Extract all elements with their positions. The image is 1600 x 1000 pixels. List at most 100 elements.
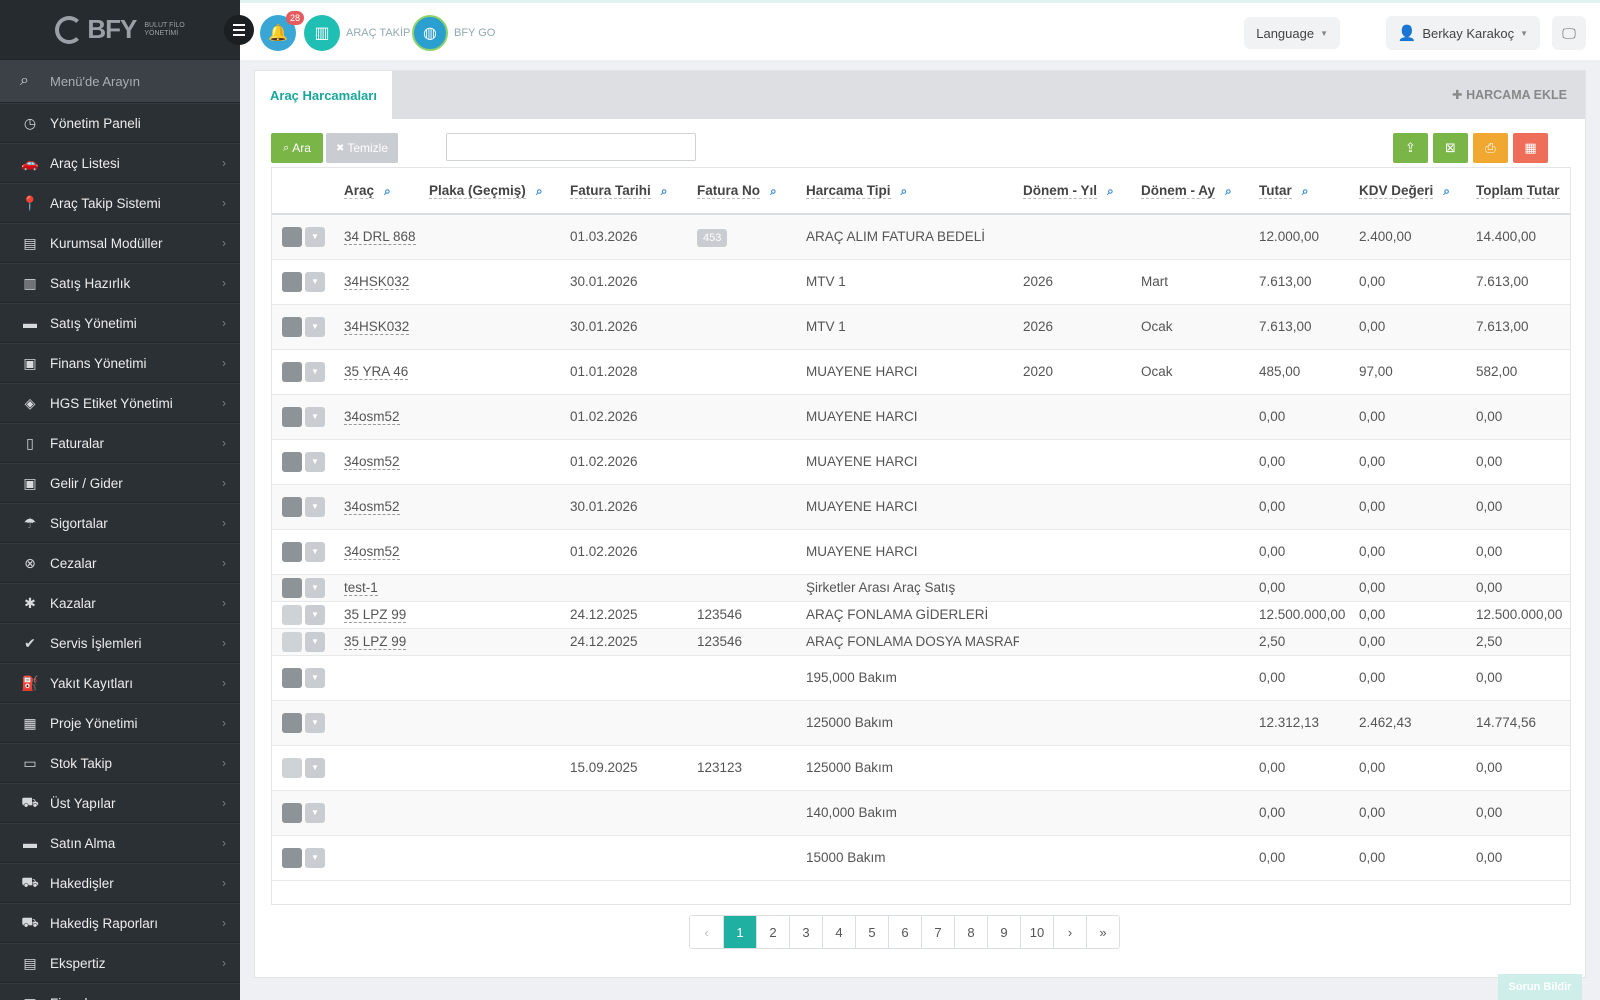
page-button[interactable]: 1 (723, 916, 756, 948)
sidebar-item-7[interactable]: ◈ HGS Etiket Yönetimi › (0, 383, 240, 423)
column-search-icon[interactable]: ⌕ (535, 183, 543, 198)
table-row[interactable]: ▼ test-1 Şirketler Arası Araç Satış 0,00 0,0… (272, 574, 1570, 602)
row-checkbox[interactable] (282, 847, 302, 868)
sidebar-item-16[interactable]: ▭ Stok Takip › (0, 743, 240, 783)
sidebar-item-8[interactable]: ▯ Faturalar › (0, 423, 240, 463)
sidebar-item-10[interactable]: ☂ Sigortalar › (0, 503, 240, 543)
vehicle-link[interactable]: 35 LPZ 99 (344, 634, 407, 650)
row-checkbox[interactable] (282, 316, 302, 337)
row-checkbox[interactable] (282, 226, 302, 247)
column-header[interactable]: Harcama Tipi ⌕ (802, 168, 1019, 215)
column-search-icon[interactable]: ⌕ (1107, 183, 1114, 198)
page-button[interactable]: 2 (756, 916, 789, 948)
column-search-icon[interactable]: ⌕ (660, 183, 668, 198)
table-row[interactable]: ▼ 34osm52 01.02.2026 MUAYENE HARCI 0,00 0,00 0… (272, 394, 1570, 440)
bfy-go-button[interactable]: ◍ (412, 15, 448, 51)
table-row[interactable]: ▼ 15.09.2025 123123 125000 Bakım 0,00 0,00 0,0… (272, 745, 1570, 791)
row-actions-dropdown[interactable]: ▼ (305, 406, 325, 427)
sidebar-item-14[interactable]: ⛽ Yakıt Kayıtları › (0, 663, 240, 703)
sidebar-item-18[interactable]: ▬ Satın Alma › (0, 823, 240, 863)
row-actions-dropdown[interactable]: ▼ (305, 667, 325, 688)
row-checkbox[interactable] (282, 577, 302, 598)
row-actions-dropdown[interactable]: ▼ (305, 451, 325, 472)
vehicle-link[interactable]: 34HSK032 (344, 319, 410, 335)
column-header[interactable]: Dönem - Yıl ⌕ (1019, 168, 1137, 215)
row-checkbox[interactable] (282, 271, 302, 292)
logo[interactable]: BFY BULUT FİLO YÖNETİMİ (0, 0, 240, 60)
columns-button[interactable]: ▦ (1513, 133, 1548, 163)
column-search-icon[interactable]: ⌕ (770, 183, 777, 198)
table-row[interactable]: ▼ 140,000 Bakım 0,00 0,00 0,00 (272, 790, 1570, 836)
row-checkbox[interactable] (282, 712, 302, 733)
page-button[interactable]: 7 (921, 916, 954, 948)
sidebar-item-3[interactable]: ▤ Kurumsal Modüller › (0, 223, 240, 263)
vehicle-link[interactable]: 35 YRA 46 (344, 364, 409, 380)
table-row[interactable]: ▼ 34osm52 30.01.2026 MUAYENE HARCI 0,00 0,00 0… (272, 484, 1570, 530)
sidebar-item-20[interactable]: ⛟ Hakediş Raporları › (0, 903, 240, 943)
report-issue-button[interactable]: Sorun Bildir (1498, 974, 1582, 1000)
page-prev-button[interactable]: ‹ (690, 916, 723, 948)
vehicle-link[interactable]: 34 DRL 868 (344, 229, 416, 246)
column-search-icon[interactable]: ⌕ (1301, 183, 1309, 198)
sidebar-item-5[interactable]: ▬ Satış Yönetimi › (0, 303, 240, 343)
user-menu[interactable]: 👤 Berkay Karakoç ▼ (1385, 16, 1540, 50)
row-actions-dropdown[interactable]: ▼ (305, 712, 325, 733)
table-row[interactable]: ▼ 35 YRA 46 01.01.2028 MUAYENE HARCI 2020 Oca… (272, 349, 1570, 395)
row-checkbox[interactable] (282, 451, 302, 472)
sidebar-item-22[interactable]: ▦ Firmalar › (0, 983, 240, 1000)
sidebar-item-0[interactable]: ◷ Yönetim Paneli (0, 103, 240, 143)
sidebar-item-17[interactable]: ⛟ Üst Yapılar › (0, 783, 240, 823)
sidebar-item-12[interactable]: ✱ Kazalar › (0, 583, 240, 623)
table-row[interactable]: ▼ 34HSK032 30.01.2026 MTV 1 2026 Ocak 7.613,00… (272, 304, 1570, 350)
row-actions-dropdown[interactable]: ▼ (305, 604, 325, 625)
row-checkbox[interactable] (282, 757, 302, 778)
vehicle-tracking-button[interactable]: ▥ (304, 15, 340, 51)
page-button[interactable]: 3 (789, 916, 822, 948)
column-header[interactable]: Fatura No ⌕ (693, 168, 802, 215)
page-button[interactable]: 5 (855, 916, 888, 948)
row-actions-dropdown[interactable]: ▼ (305, 361, 325, 382)
menu-toggle-button[interactable] (224, 15, 254, 45)
row-checkbox[interactable] (282, 496, 302, 517)
row-actions-dropdown[interactable]: ▼ (305, 271, 325, 292)
page-button[interactable]: 9 (987, 916, 1020, 948)
sidebar-item-15[interactable]: ▦ Proje Yönetimi › (0, 703, 240, 743)
fullscreen-button[interactable]: 🖵 (1552, 16, 1586, 50)
tab-vehicle-expenses[interactable]: Araç Harcamaları (255, 71, 392, 119)
page-button[interactable]: 4 (822, 916, 855, 948)
row-checkbox[interactable] (282, 802, 302, 823)
row-actions-dropdown[interactable]: ▼ (305, 226, 325, 247)
vehicle-link[interactable]: 34osm52 (344, 409, 400, 425)
sidebar-item-2[interactable]: 📍 Araç Takip Sistemi › (0, 183, 240, 223)
column-header[interactable]: Fatura Tarihi ⌕ (566, 168, 693, 215)
vehicle-link[interactable]: 34osm52 (344, 454, 400, 470)
sidebar-item-4[interactable]: ▥ Satış Hazırlık › (0, 263, 240, 303)
menu-search-input[interactable] (50, 73, 220, 89)
sidebar-item-11[interactable]: ⊗ Cezalar › (0, 543, 240, 583)
row-actions-dropdown[interactable]: ▼ (305, 577, 325, 598)
search-button[interactable]: ⌕ Ara (271, 133, 323, 163)
print-button[interactable]: ⎙ (1473, 133, 1508, 163)
row-checkbox[interactable] (282, 604, 302, 625)
column-header[interactable]: KDV Değeri ⌕ (1355, 168, 1472, 215)
sidebar-item-13[interactable]: ✔ Servis İşlemleri › (0, 623, 240, 663)
export-excel-button[interactable]: ⊠ (1433, 133, 1468, 163)
table-row[interactable]: ▼ 35 LPZ 99 24.12.2025 123546 ARAÇ FONLAMA G… (272, 601, 1570, 629)
vehicle-tracking-link[interactable]: ARAÇ TAKİP (346, 27, 411, 39)
column-header[interactable]: Toplam Tutar (1472, 168, 1570, 215)
sidebar-item-21[interactable]: ▤ Ekspertiz › (0, 943, 240, 983)
table-row[interactable]: ▼ 34osm52 01.02.2026 MUAYENE HARCI 0,00 0,00 0… (272, 529, 1570, 575)
row-actions-dropdown[interactable]: ▼ (305, 631, 325, 652)
table-row[interactable]: ▼ 195,000 Bakım 0,00 0,00 0,00 (272, 655, 1570, 701)
row-checkbox[interactable] (282, 631, 302, 652)
row-checkbox[interactable] (282, 406, 302, 427)
table-row[interactable]: ▼ 125000 Bakım 12.312,13 2.462,43 14.774,56 (272, 700, 1570, 746)
row-actions-dropdown[interactable]: ▼ (305, 802, 325, 823)
language-dropdown[interactable]: Language ▼ (1244, 17, 1340, 49)
column-search-icon[interactable]: ⌕ (384, 183, 391, 198)
column-header[interactable]: Tutar ⌕ (1255, 168, 1355, 215)
bfy-go-link[interactable]: BFY GO (454, 27, 496, 39)
row-actions-dropdown[interactable]: ▼ (305, 541, 325, 562)
sidebar-item-1[interactable]: 🚗 Araç Listesi › (0, 143, 240, 183)
import-button[interactable]: ⇪ (1393, 133, 1428, 163)
